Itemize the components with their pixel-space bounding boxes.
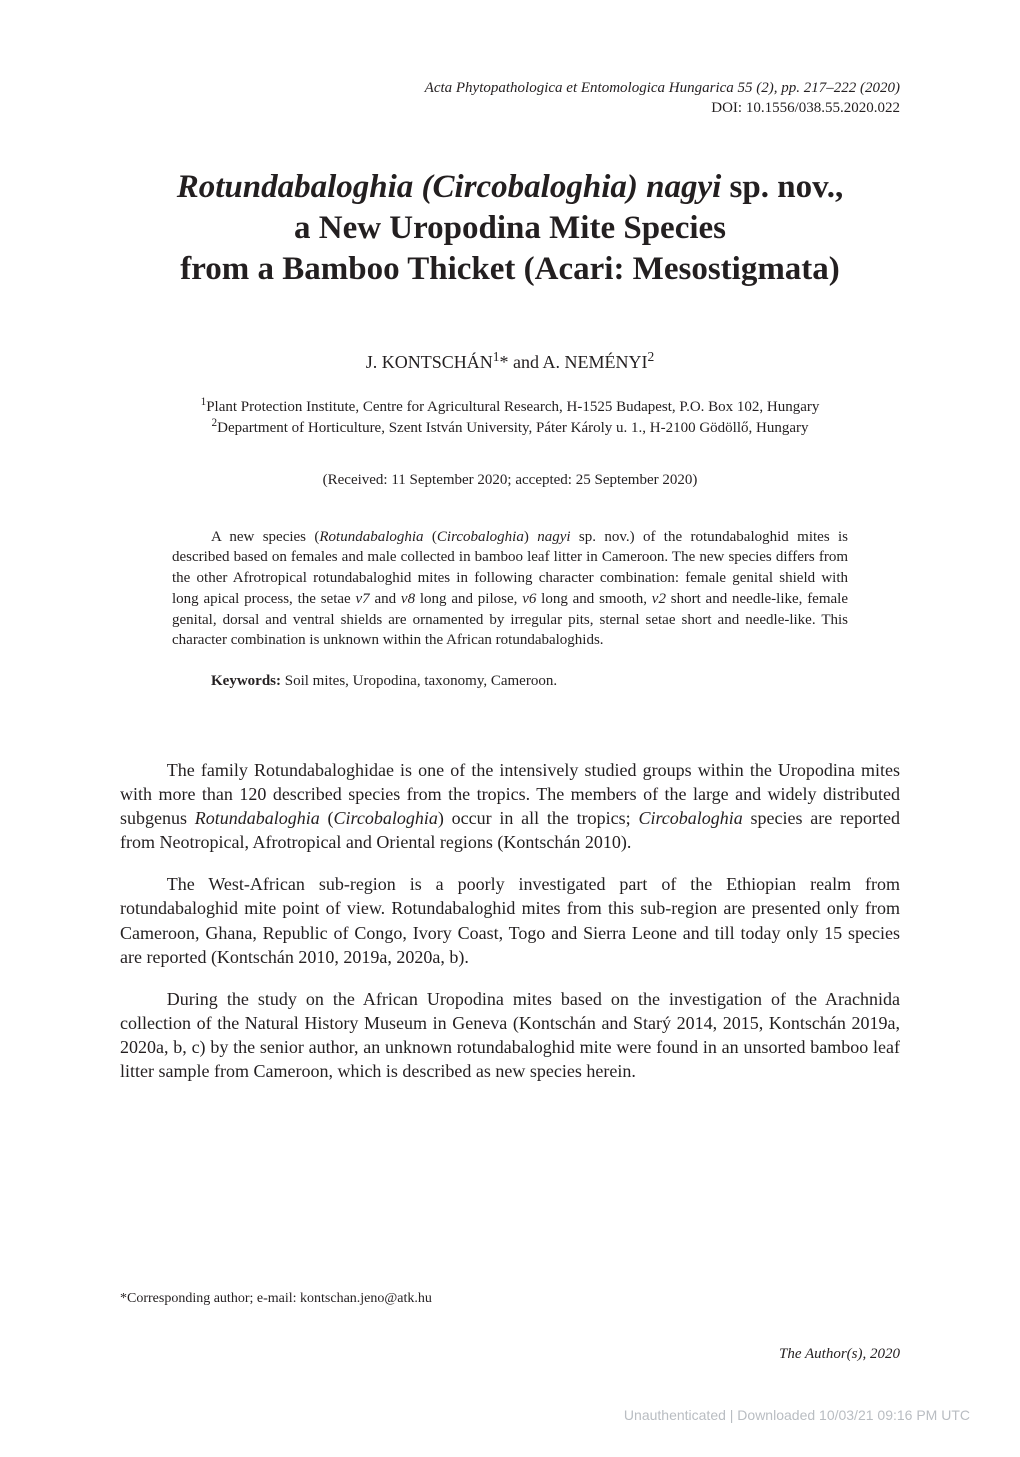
affiliations: 1Plant Protection Institute, Centre for … xyxy=(120,397,900,438)
article-title: Rotundabaloghia (Circobaloghia) nagyi sp… xyxy=(120,167,900,291)
doi: DOI: 10.1556/038.55.2020.022 xyxy=(120,98,900,118)
abstract: A new species (Rotundabaloghia (Circobal… xyxy=(172,527,848,651)
keywords-label: Keywords: xyxy=(211,673,285,689)
corresponding-footnote: *Corresponding author; e-mail: kontschan… xyxy=(120,1291,432,1307)
received-accepted: (Received: 11 September 2020; accepted: … xyxy=(120,472,900,489)
authors: J. KONTSCHÁN1* and A. NEMÉNYI2 xyxy=(120,352,900,373)
body-paragraph-1: The family Rotundabaloghidae is one of t… xyxy=(120,758,900,854)
page: Acta Phytopathologica et Entomologica Hu… xyxy=(0,0,1020,1457)
affiliation-1: 1Plant Protection Institute, Centre for … xyxy=(120,397,900,417)
body-paragraph-3: During the study on the African Uropodin… xyxy=(120,987,900,1083)
download-watermark: Unauthenticated | Downloaded 10/03/21 09… xyxy=(624,1407,970,1423)
body-paragraph-2: The West-African sub-region is a poorly … xyxy=(120,872,900,968)
running-head: Acta Phytopathologica et Entomologica Hu… xyxy=(120,78,900,119)
keywords-text: Soil mites, Uropodina, taxonomy, Cameroo… xyxy=(285,673,557,689)
keywords: Keywords: Soil mites, Uropodina, taxonom… xyxy=(172,673,848,690)
affiliation-2: 2Department of Horticulture, Szent Istvá… xyxy=(120,418,900,438)
journal-reference: Acta Phytopathologica et Entomologica Hu… xyxy=(425,80,900,96)
copyright-footer: The Author(s), 2020 xyxy=(779,1346,900,1363)
